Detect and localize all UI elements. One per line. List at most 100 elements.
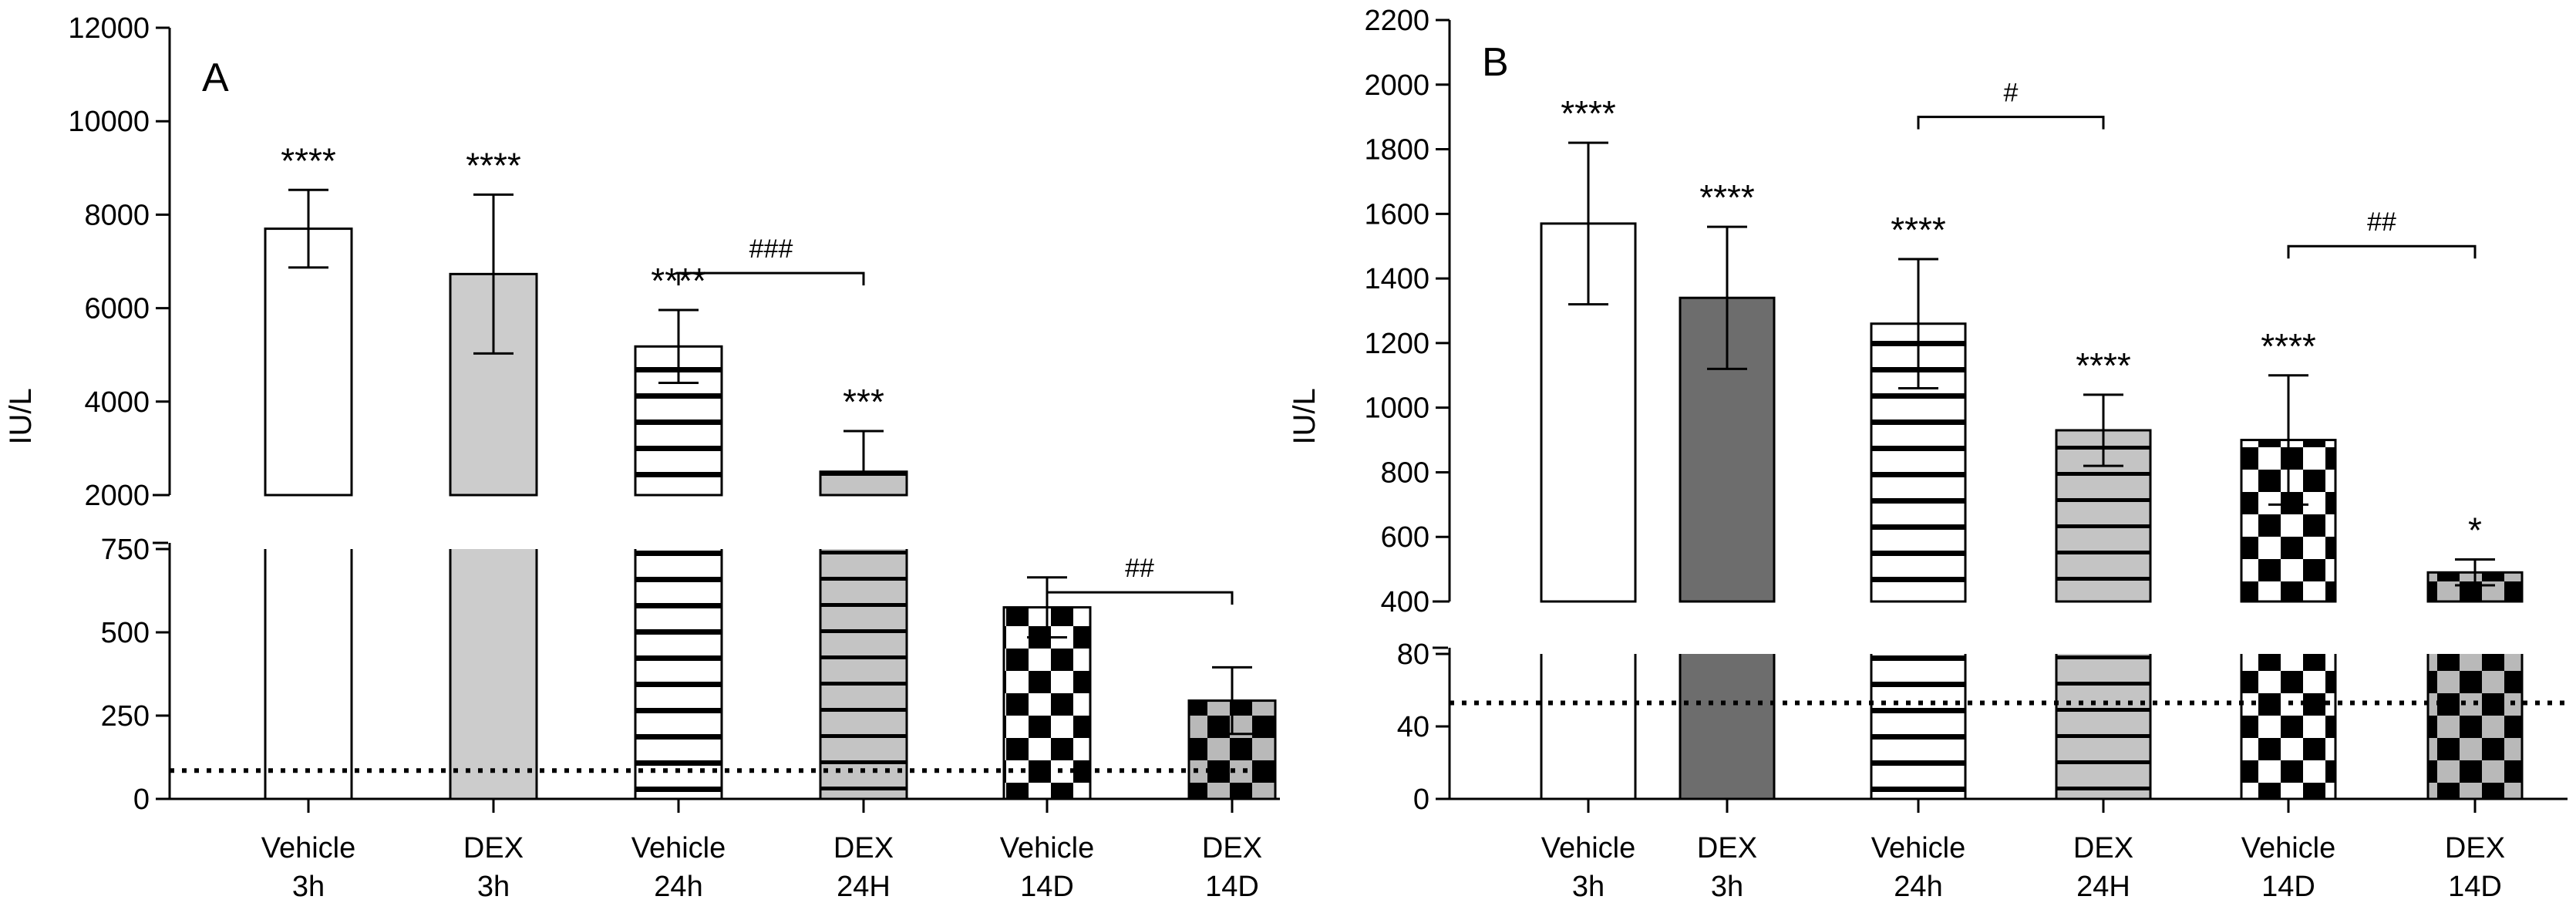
bar-b-1 [1540, 222, 1637, 799]
error-bar-a-4 [844, 430, 884, 472]
significance-label: **** [2261, 326, 2316, 366]
category-label: 14D [2261, 871, 2315, 903]
significance-label: **** [2076, 345, 2131, 386]
panel-letter-a: A [202, 56, 229, 100]
bar-segment-lower [2428, 654, 2522, 799]
error-bar-b-3 [1898, 258, 1938, 390]
category-label: 24H [837, 871, 891, 903]
bar-a-3 [634, 345, 723, 799]
y-axis-title-b: IU/L [1288, 388, 1322, 444]
y-tick-label: 600 [1381, 521, 1429, 554]
y-tick-label: 8000 [84, 199, 150, 231]
bar-b-5 [2240, 439, 2337, 799]
bar-b-6 [2426, 571, 2524, 799]
bar-segment-lower [2056, 654, 2150, 799]
category-label: Vehicle [1000, 832, 1095, 864]
y-tick-label: 2000 [1364, 69, 1429, 102]
error-bar-b-4 [2083, 393, 2123, 467]
category-label: 14D [1205, 871, 1259, 903]
category-label: DEX [1697, 832, 1757, 864]
significance-label: **** [1561, 93, 1616, 133]
panel-a: 0 250 500 750 2000 4000 6000 8000 10000 12000 ***… [4, 12, 1280, 903]
error-bar-a-3 [658, 308, 699, 385]
bracket-label: ## [2367, 207, 2396, 237]
error-bar-b-2 [1707, 225, 1747, 370]
category-label: 3h [292, 871, 325, 903]
comparison-bracket: ## [1046, 554, 1234, 605]
y-tick-label: 1000 [1364, 393, 1429, 425]
y-tick-label: 1400 [1364, 263, 1429, 295]
category-label: Vehicle [261, 832, 356, 864]
category-label: DEX [833, 832, 894, 864]
bar-segment-lower [2241, 654, 2335, 799]
category-label: DEX [1202, 832, 1262, 864]
y-tick-label: 1600 [1364, 198, 1429, 231]
significance-label: **** [466, 145, 521, 185]
bar-a-4 [819, 470, 908, 799]
bar-segment-upper [819, 470, 908, 497]
y-tick-label: 800 [1381, 457, 1429, 489]
bracket-line [2287, 244, 2477, 259]
category-label: DEX [2445, 832, 2505, 864]
y-tick-label: 10000 [68, 106, 150, 138]
bar-b-2 [1679, 296, 1776, 799]
category-label: 3h [477, 871, 510, 903]
bar-segment-lower [1680, 654, 1774, 799]
comparison-bracket: # [1917, 79, 2105, 130]
category-label: DEX [2073, 832, 2133, 864]
comparison-bracket: ### [677, 234, 865, 286]
y-tick-label: 0 [133, 783, 150, 816]
bar-segment-lower [450, 549, 537, 799]
y-tick-label: 500 [101, 617, 150, 649]
category-label: 24h [1894, 871, 1942, 903]
category-label: 24H [2076, 871, 2130, 903]
y-tick-label: 6000 [84, 293, 150, 325]
y-tick-label: 1200 [1364, 328, 1429, 360]
y-tick-label: 2200 [1364, 5, 1429, 37]
bar-b-4 [2055, 429, 2152, 799]
bracket-label: ### [749, 234, 793, 264]
bar-a-5 [1002, 606, 1092, 800]
error-bar-b-6 [2455, 558, 2495, 587]
bar-a-1 [264, 227, 353, 799]
error-bar-b-1 [1568, 141, 1608, 306]
category-label: 14D [2448, 871, 2502, 903]
y-tick-label: 4000 [84, 386, 150, 419]
y-tick-label: 12000 [68, 12, 150, 45]
category-label: Vehicle [1541, 832, 1636, 864]
significance-label: *** [843, 382, 884, 422]
error-bar-b-5 [2268, 374, 2308, 506]
significance-label: **** [1699, 177, 1755, 217]
significance-label: **** [1891, 210, 1946, 250]
category-label: 3h [1711, 871, 1743, 903]
y-tick-label: 1800 [1364, 134, 1429, 167]
error-bar-a-1 [288, 188, 328, 269]
panel-b: 0 40 80 400 600 800 1000 1200 1400 1600 1800 2000 22… [1288, 5, 2568, 903]
bar-segment-lower [265, 549, 352, 799]
category-label: Vehicle [1871, 832, 1966, 864]
y-tick-label: 2000 [84, 480, 150, 512]
bar-segment-lower [635, 549, 722, 799]
bar-segment-lower [820, 549, 907, 799]
y-tick-label: 400 [1381, 586, 1429, 618]
category-label: 24h [654, 871, 702, 903]
bracket-line [1917, 116, 2105, 130]
bracket-line [677, 271, 865, 286]
category-label: DEX [463, 832, 524, 864]
category-label: Vehicle [631, 832, 726, 864]
bar-segment-lower [1871, 654, 1965, 799]
category-label: Vehicle [2241, 832, 2336, 864]
bar-segment-lower [1541, 654, 1635, 799]
category-label: 14D [1020, 871, 1074, 903]
y-tick-label: 250 [101, 700, 150, 733]
significance-label: **** [281, 140, 336, 180]
y-tick-label: 40 [1397, 711, 1429, 743]
bracket-label: ## [1125, 554, 1154, 583]
y-axis-title-a: IU/L [4, 388, 38, 444]
bracket-line [1046, 591, 1234, 605]
error-bar-a-6 [1212, 665, 1252, 736]
bracket-label: # [2004, 79, 2019, 108]
significance-label: * [2468, 510, 2482, 551]
bar-b-3 [1870, 322, 1967, 799]
